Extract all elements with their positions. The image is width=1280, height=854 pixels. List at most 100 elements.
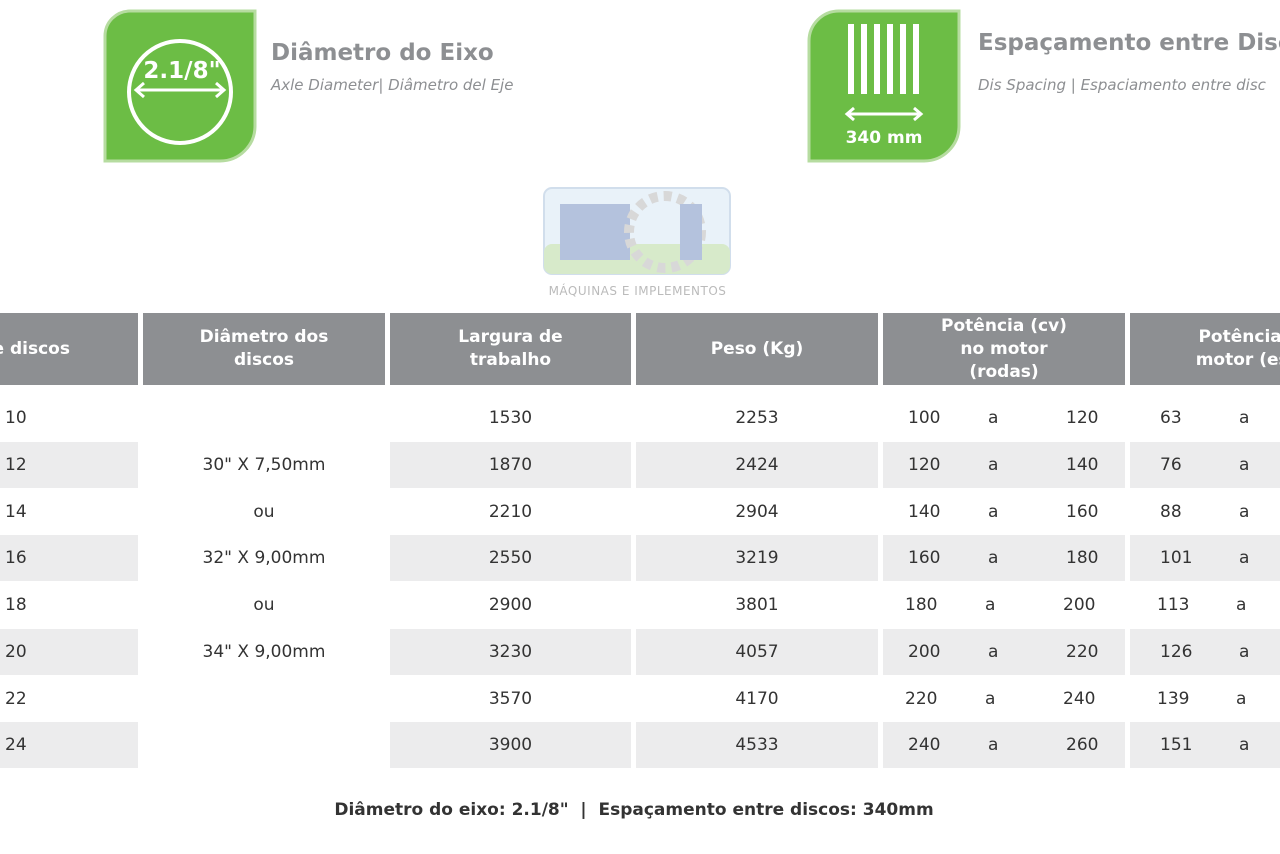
row-shade [390,722,631,769]
working-width: 1530 [488,408,533,429]
power-min: 120 [908,455,941,476]
working-width: 1870 [488,455,533,476]
column-header: e discos [0,313,138,385]
row-shade [636,535,878,582]
power-sep: a [985,595,996,616]
weight: 2424 [735,455,779,476]
icon-title: Diâmetro do Eixo [271,40,494,66]
weight: 4057 [735,641,779,662]
weight: 3219 [735,548,779,569]
disc-count: 14 [5,501,27,522]
weight: 3801 [735,595,779,616]
working-width: 3570 [488,688,533,709]
disc-count: 18 [5,595,27,616]
power2-min: 63 [1160,408,1182,429]
row-shade [390,535,631,582]
row-shade [1130,535,1280,582]
icon-label: 340 mm [846,128,923,148]
row-shade [1130,628,1280,675]
power-min: 140 [908,501,941,522]
power-min: 220 [905,688,938,709]
column-header: Largura de trabalho [390,313,631,385]
column-header: Peso (Kg) [636,313,878,385]
power-sep: a [988,641,999,662]
disc-count: 10 [5,408,27,429]
spacing-icon: 340 mm [807,9,961,163]
power-max: 240 [1063,688,1096,709]
icon-title: Espaçamento entre Disc [978,30,1280,56]
disc-diameter: 30" X 7,50mm [202,455,326,476]
working-width: 3900 [488,735,533,756]
power-sep: a [988,501,999,522]
working-width: 2900 [488,595,533,616]
working-width: 2550 [488,548,533,569]
row-shade [636,722,878,769]
weight: 4170 [735,688,779,709]
power2-min: 88 [1160,501,1182,522]
icon-label: 2.1/8" [143,58,220,84]
row-shade [883,442,1125,489]
disc-count: 12 [5,455,27,476]
power2-min: 113 [1157,595,1190,616]
power-max: 200 [1063,595,1096,616]
power-min: 100 [908,408,941,429]
column-header: Potência (cv) no motor (rodas) [883,313,1125,385]
power-sep: a [988,735,999,756]
power-max: 140 [1066,455,1099,476]
power2-sep: a [1239,641,1250,662]
icon-subtitle: Axle Diameter| Diâmetro del Eje [271,76,514,94]
row-shade [0,535,138,582]
power2-sep: a [1239,408,1250,429]
disc-count: 20 [5,641,27,662]
row-shade [883,535,1125,582]
power2-sep: a [1236,688,1247,709]
disc-count: 24 [5,735,27,756]
row-shade [883,628,1125,675]
row-shade [1130,722,1280,769]
row-shade [390,442,631,489]
logo [543,187,731,275]
row-shade [636,628,878,675]
power2-sep: a [1239,455,1250,476]
power2-min: 139 [1157,688,1190,709]
power2-min: 101 [1160,548,1193,569]
power-min: 180 [905,595,938,616]
power-sep: a [985,688,996,709]
disc-diameter: 32" X 9,00mm [202,548,326,569]
weight: 4533 [735,735,779,756]
power-min: 200 [908,641,941,662]
power2-sep: a [1236,595,1247,616]
power2-min: 151 [1160,735,1193,756]
power-min: 240 [908,735,941,756]
power-max: 220 [1066,641,1099,662]
power-min: 160 [908,548,941,569]
power-sep: a [988,408,999,429]
row-shade [636,442,878,489]
working-width: 3230 [488,641,533,662]
footer-note: Diâmetro do eixo: 2.1/8" | Espaçamento e… [334,800,934,820]
column-header: Potência (c motor (este [1130,313,1280,385]
weight: 2904 [735,501,779,522]
icon-subtitle: Dis Spacing | Espaciamento entre disc [978,76,1266,94]
disc-diameter: 34" X 9,00mm [202,641,326,662]
power2-sep: a [1239,548,1250,569]
row-shade [0,722,138,769]
disc-diameter: ou [253,595,275,616]
row-shade [1130,442,1280,489]
power2-min: 126 [1160,641,1193,662]
disc-diameter: ou [253,501,275,522]
column-header: Diâmetro dos discos [143,313,385,385]
logo-tagline: MÁQUINAS E IMPLEMENTOS [548,284,727,298]
power-sep: a [988,455,999,476]
row-shade [0,442,138,489]
row-shade [0,628,138,675]
power-sep: a [988,548,999,569]
power-max: 180 [1066,548,1099,569]
disc-count: 22 [5,688,27,709]
axle-icon: 2.1/8" [103,9,257,163]
row-shade [883,722,1125,769]
disc-count: 16 [5,548,27,569]
row-shade [390,628,631,675]
power-max: 260 [1066,735,1099,756]
